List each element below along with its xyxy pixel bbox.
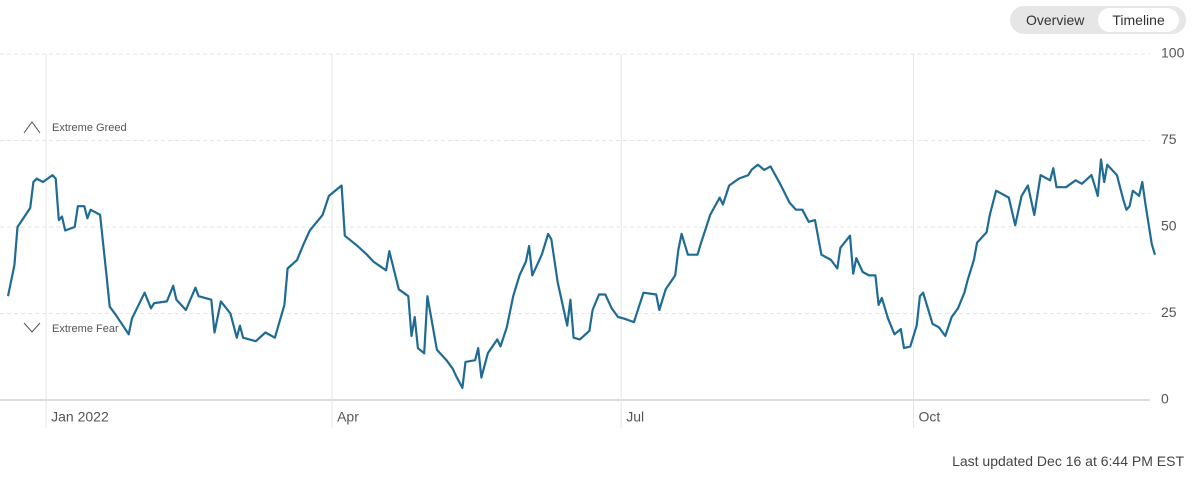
y-tick-label: 25 xyxy=(1161,304,1177,320)
x-tick-label: Apr xyxy=(337,409,359,425)
chart: 0 25 50 75 100 Jan 2022 Apr Jul Oct Extreme Greed… xyxy=(0,45,1185,428)
annotation: Extreme Greed xyxy=(52,122,127,134)
greed-icon xyxy=(23,121,41,134)
fear-icon xyxy=(23,322,41,333)
series-line xyxy=(6,158,1157,389)
view-toggle: Overview Timeline xyxy=(1010,6,1186,34)
annotation: Extreme Fear xyxy=(52,323,119,335)
y-tick-label: 100 xyxy=(1161,45,1185,61)
x-tick-label: Oct xyxy=(919,409,941,425)
y-tick-label: 75 xyxy=(1161,131,1177,147)
last-updated: Last updated Dec 16 at 6:44 PM EST xyxy=(952,453,1184,469)
timeline-button[interactable]: Timeline xyxy=(1098,8,1179,32)
overview-button[interactable]: Overview xyxy=(1026,12,1085,28)
x-tick-label: Jul xyxy=(626,409,644,425)
y-tick-label: 0 xyxy=(1161,391,1169,407)
y-tick-label: 50 xyxy=(1161,218,1177,234)
x-tick-label: Jan 2022 xyxy=(51,409,109,425)
